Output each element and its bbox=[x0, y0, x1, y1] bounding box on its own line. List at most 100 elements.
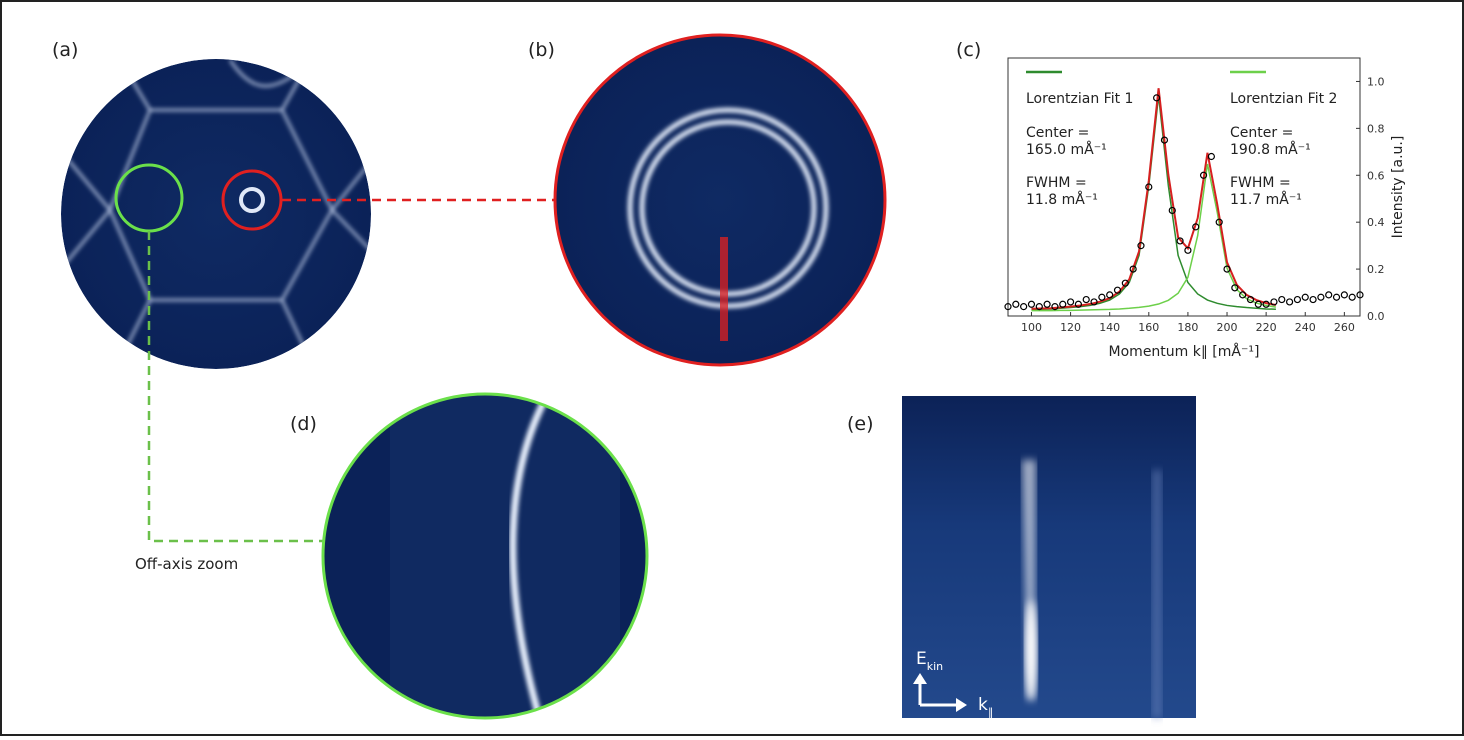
data-point bbox=[1035, 303, 1043, 311]
data-point bbox=[1325, 291, 1333, 299]
data-point bbox=[1168, 206, 1176, 215]
data-point bbox=[1317, 293, 1325, 301]
data-point bbox=[1137, 242, 1145, 250]
data-point bbox=[1153, 94, 1161, 102]
data-point bbox=[1066, 298, 1075, 306]
axis-label: E bbox=[916, 649, 927, 669]
panel-label: (a) bbox=[52, 39, 78, 61]
ring-map bbox=[553, 33, 887, 367]
data-point bbox=[1129, 265, 1137, 273]
data-point bbox=[1239, 291, 1247, 299]
data-point bbox=[1332, 293, 1341, 301]
y-tick-label: 0.6 bbox=[1367, 169, 1385, 182]
x-tick-label: 140 bbox=[1099, 321, 1120, 334]
data-point bbox=[1184, 246, 1192, 254]
data-point bbox=[1309, 295, 1317, 304]
data-point bbox=[1176, 237, 1184, 245]
axis-label: kin bbox=[927, 660, 943, 673]
x-tick-label: 120 bbox=[1060, 321, 1081, 334]
data-point bbox=[1293, 295, 1302, 304]
data-point bbox=[1090, 298, 1098, 306]
cut-marker bbox=[720, 237, 728, 341]
data-point bbox=[1160, 136, 1169, 144]
data-point bbox=[1012, 300, 1020, 308]
annotation: 11.7 mÅ⁻¹ bbox=[1230, 191, 1302, 208]
y-tick-label: 0.4 bbox=[1367, 216, 1385, 229]
x-tick-label: 100 bbox=[1021, 321, 1042, 334]
data-point bbox=[1254, 300, 1262, 308]
y-tick-label: 0.2 bbox=[1367, 263, 1385, 276]
fit-line bbox=[1031, 88, 1277, 310]
data-point bbox=[1270, 298, 1278, 306]
y-axis-label: Intensity [a.u.] bbox=[1390, 136, 1406, 239]
panel-label: (e) bbox=[847, 413, 874, 435]
annotation: 165.0 mÅ⁻¹ bbox=[1026, 141, 1107, 158]
data-point bbox=[1301, 293, 1309, 301]
data-point bbox=[1199, 171, 1208, 179]
data-point bbox=[1121, 279, 1129, 287]
x-tick-label: 260 bbox=[1334, 321, 1355, 334]
axis-label: k bbox=[978, 695, 988, 715]
panel-label: (b) bbox=[528, 39, 555, 61]
data-point bbox=[1215, 218, 1223, 226]
data-point bbox=[1246, 295, 1255, 304]
axis-label: Ekin bbox=[916, 649, 943, 673]
data-point bbox=[1356, 291, 1364, 299]
annotation: FWHM = bbox=[1230, 175, 1291, 191]
x-tick-label: 240 bbox=[1295, 321, 1316, 334]
data-point bbox=[1043, 300, 1051, 308]
data-point bbox=[1262, 300, 1270, 308]
panel-label: (c) bbox=[956, 39, 981, 61]
data-point bbox=[1051, 303, 1059, 311]
data-point bbox=[1106, 291, 1114, 299]
data-point bbox=[1278, 295, 1286, 304]
data-point bbox=[1340, 291, 1348, 299]
data-point bbox=[1207, 152, 1215, 161]
data-point bbox=[1027, 300, 1036, 308]
legend-label: Lorentzian Fit 1 bbox=[1026, 91, 1133, 107]
fermi-surface-map bbox=[61, 59, 371, 369]
data-point bbox=[1223, 265, 1231, 273]
data-point bbox=[1113, 286, 1122, 294]
data-point bbox=[1059, 300, 1067, 308]
y-tick-label: 1.0 bbox=[1367, 75, 1385, 88]
annotation: FWHM = bbox=[1026, 175, 1087, 191]
data-point bbox=[1145, 183, 1153, 191]
data-point bbox=[1348, 293, 1356, 301]
x-tick-label: 160 bbox=[1138, 321, 1159, 334]
x-tick-label: 220 bbox=[1256, 321, 1277, 334]
band-map bbox=[902, 396, 1196, 718]
zoom-label: Off-axis zoom bbox=[135, 555, 238, 573]
panel-label: (d) bbox=[290, 413, 317, 435]
data-point bbox=[1020, 303, 1028, 311]
legend-label: Lorentzian Fit 2 bbox=[1230, 91, 1337, 107]
axis-label: ∥ bbox=[988, 706, 994, 719]
x-axis-label: Momentum k∥ [mÅ⁻¹] bbox=[1109, 343, 1260, 360]
data-point bbox=[1004, 303, 1012, 311]
annotation: 11.8 mÅ⁻¹ bbox=[1026, 191, 1098, 208]
y-tick-label: 0.8 bbox=[1367, 122, 1385, 135]
data-point bbox=[1192, 223, 1200, 231]
data-point bbox=[1098, 293, 1106, 301]
chart: 100 120 140 160 180 200 220 240 260 0.0 0.2 0.4 0.6 0… bbox=[1004, 57, 1406, 360]
data-point bbox=[1285, 298, 1294, 306]
connector bbox=[147, 231, 323, 543]
x-tick-label: 180 bbox=[1177, 321, 1198, 334]
plot-frame bbox=[1007, 57, 1361, 317]
ring bbox=[239, 187, 265, 213]
x-tick-label: 200 bbox=[1217, 321, 1238, 334]
zoom-border bbox=[321, 392, 649, 720]
zoom-marker bbox=[221, 169, 283, 231]
data-point bbox=[1074, 300, 1083, 308]
axis-label: k∥ bbox=[978, 695, 993, 719]
annotation: Center = bbox=[1230, 125, 1293, 141]
annotation: Center = bbox=[1026, 125, 1089, 141]
y-tick-label: 0.0 bbox=[1367, 310, 1385, 323]
zoom-map bbox=[323, 394, 647, 718]
data-point bbox=[1082, 295, 1090, 304]
data-point bbox=[1231, 284, 1239, 292]
annotation: 190.8 mÅ⁻¹ bbox=[1230, 141, 1311, 158]
